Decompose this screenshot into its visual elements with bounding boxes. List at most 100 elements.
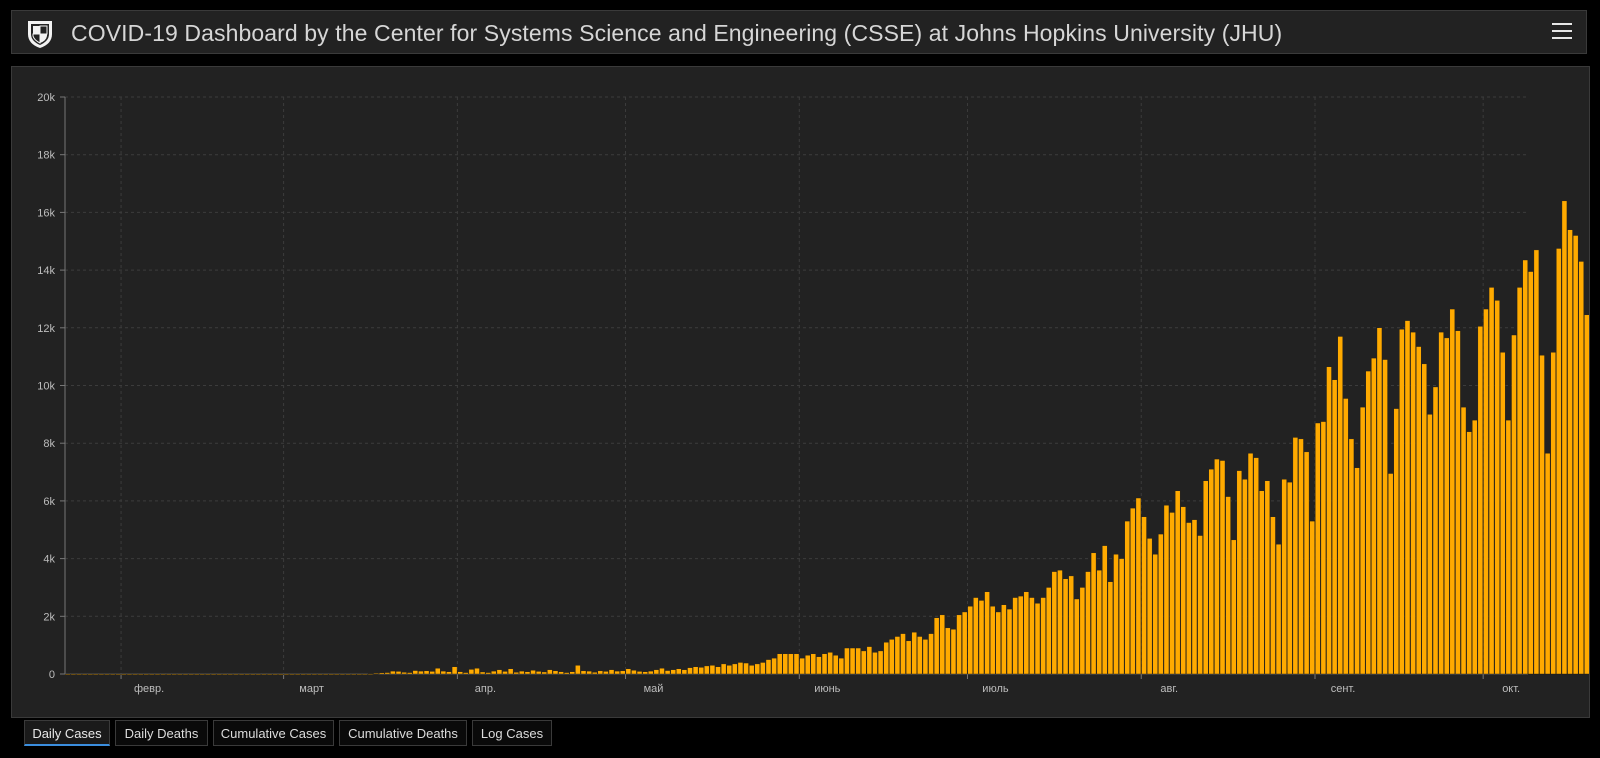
bar: [1040, 597, 1046, 675]
bar: [126, 673, 133, 676]
bar: [485, 672, 491, 675]
bar: [1421, 363, 1428, 675]
bar: [530, 670, 536, 675]
bar: [687, 667, 693, 675]
bar: [165, 673, 172, 676]
bar: [322, 673, 329, 676]
bar: [1158, 533, 1164, 675]
bar: [541, 671, 547, 675]
bar: [339, 673, 346, 676]
bar: [222, 673, 228, 676]
bar: [507, 668, 514, 675]
bar: [1516, 287, 1523, 675]
bar: [569, 671, 575, 675]
y-tick-label: 2k: [43, 611, 55, 623]
bar: [939, 614, 945, 675]
bar: [1001, 604, 1007, 675]
bar: [1354, 467, 1360, 675]
bar: [614, 670, 620, 675]
bar: [1483, 308, 1489, 675]
bar: [1231, 539, 1237, 675]
tab-cumulative-cases[interactable]: Cumulative Cases: [213, 720, 334, 746]
hamburger-menu-icon[interactable]: [1552, 23, 1572, 41]
bar: [109, 673, 116, 676]
bar: [1567, 229, 1573, 675]
bar: [1079, 587, 1086, 675]
bar: [961, 611, 968, 675]
bar: [866, 646, 873, 675]
bar: [524, 671, 531, 675]
bar: [250, 673, 256, 676]
bar: [1331, 379, 1338, 675]
bar: [1432, 386, 1439, 675]
x-tick-label: авг.: [1160, 683, 1178, 695]
bar: [967, 606, 973, 675]
bar: [1404, 320, 1411, 675]
bar: [1068, 575, 1074, 675]
bar: [199, 673, 206, 676]
bar: [367, 673, 374, 675]
x-tick-label: окт.: [1502, 683, 1520, 695]
bar: [681, 669, 688, 675]
bar: [1214, 458, 1220, 675]
bar: [917, 636, 923, 675]
bar: [177, 673, 183, 676]
tab-log-cases[interactable]: Log Cases: [472, 720, 552, 746]
bar: [603, 671, 609, 675]
bar: [1130, 507, 1136, 675]
bar: [210, 673, 217, 676]
bar: [1051, 571, 1058, 675]
bar: [356, 673, 362, 676]
bar: [900, 633, 906, 675]
bar: [1275, 543, 1282, 675]
bar: [1281, 479, 1287, 675]
bar: [182, 673, 189, 676]
bar: [1264, 480, 1271, 675]
bar: [137, 673, 144, 676]
bar: [384, 672, 391, 675]
x-tick-label: июнь: [814, 683, 840, 695]
bar: [782, 653, 788, 675]
bar: [1472, 419, 1478, 675]
bar: [468, 669, 475, 675]
bar: [188, 673, 194, 676]
bar: [989, 606, 996, 675]
x-tick-label: апр.: [475, 683, 496, 695]
bar: [973, 597, 979, 675]
bar: [1343, 398, 1349, 675]
bar: [855, 647, 861, 675]
bar: [160, 673, 166, 676]
x-tick-label: сент.: [1331, 683, 1356, 695]
bar: [1550, 352, 1556, 675]
bar: [754, 663, 760, 675]
bar: [435, 668, 441, 675]
bar: [872, 652, 878, 675]
tab-daily-cases[interactable]: Daily Cases: [24, 720, 110, 746]
bar: [720, 663, 727, 675]
bar: [362, 673, 368, 676]
bar: [440, 670, 447, 675]
bar: [334, 673, 340, 676]
bar: [519, 670, 525, 675]
bar: [922, 639, 929, 675]
bar: [547, 669, 553, 675]
bar: [608, 669, 615, 675]
bar: [407, 672, 413, 675]
bar: [1202, 480, 1209, 675]
y-tick-label: 0: [49, 669, 55, 681]
tab-daily-deaths[interactable]: Daily Deaths: [115, 720, 208, 746]
bar: [715, 666, 721, 675]
bar: [1018, 595, 1024, 675]
bar: [1096, 569, 1102, 675]
bar: [1522, 259, 1528, 675]
bar: [676, 668, 682, 675]
bar: [379, 672, 385, 675]
bar: [1382, 359, 1388, 675]
bar: [317, 673, 323, 676]
bar: [474, 668, 480, 675]
tab-cumulative-deaths[interactable]: Cumulative Deaths: [339, 720, 467, 746]
bar: [563, 672, 570, 675]
bar: [1376, 327, 1383, 675]
bar: [1062, 578, 1069, 675]
bar: [1102, 545, 1108, 675]
